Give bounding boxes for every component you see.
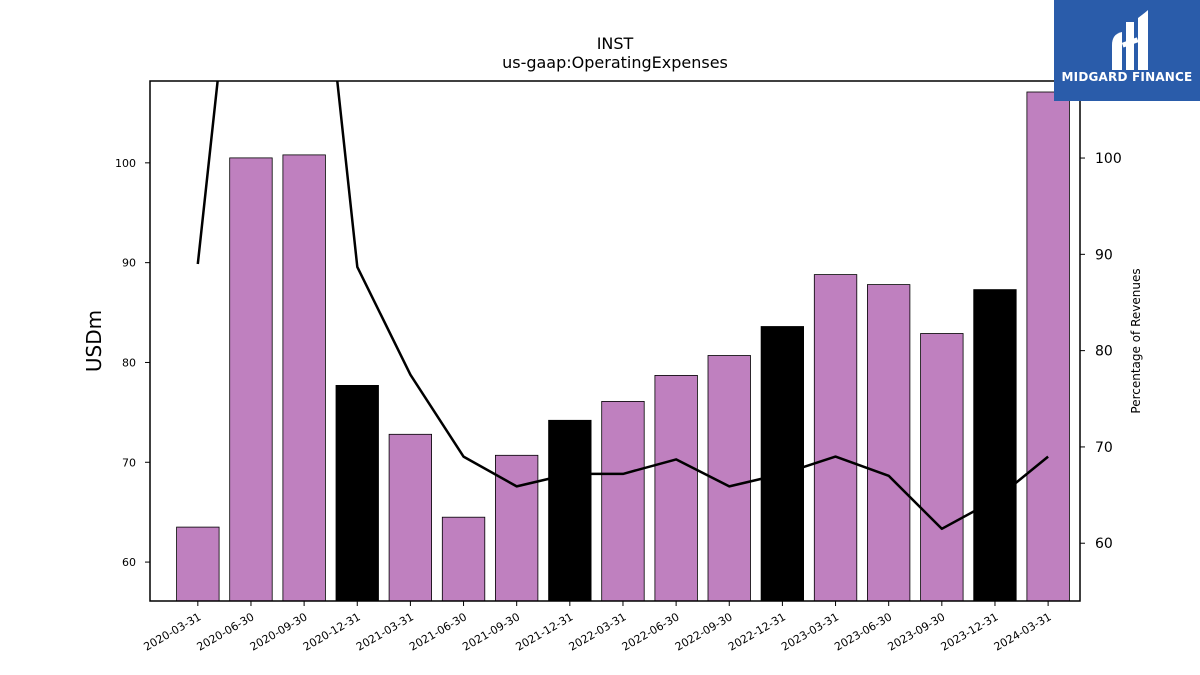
bar-2020-06-30	[229, 157, 273, 602]
x-tick-label: 2022-09-30	[673, 610, 735, 653]
x-tick-label: 2022-12-31	[726, 610, 788, 653]
x-tick-label: 2024-03-31	[992, 610, 1054, 653]
plot-frame	[149, 80, 1081, 602]
x-tick-label: 2023-12-31	[939, 610, 1001, 653]
bar-2021-03-31	[388, 433, 433, 602]
chart-title: INST	[597, 34, 634, 53]
brand-name: MIDGARD FINANCE	[1061, 70, 1193, 84]
x-tick-label: 2023-03-31	[779, 610, 841, 653]
bar-2023-09-30	[920, 333, 964, 602]
x-tick-label: 2021-09-30	[460, 610, 522, 653]
y-tick-label: 100	[115, 157, 136, 170]
bar-2023-06-30	[867, 284, 911, 602]
y2-tick-label: 70	[1095, 440, 1113, 456]
x-tick-label: 2021-03-31	[354, 610, 416, 653]
x-tick-label: 2023-06-30	[832, 610, 894, 653]
right-axis: 60 70 80 90 100	[1080, 151, 1122, 552]
y-tick-label: 90	[122, 257, 136, 270]
bar-2023-03-31	[813, 274, 858, 602]
y2-tick-label: 90	[1095, 247, 1113, 263]
x-axis: 2020-03-312020-06-302020-09-302020-12-31…	[141, 601, 1054, 654]
x-tick-label: 2021-12-31	[513, 610, 575, 653]
bar-group	[176, 91, 1070, 602]
x-tick-label: 2020-06-30	[195, 610, 257, 653]
x-tick-label: 2021-06-30	[407, 610, 469, 653]
bar-2020-09-30	[282, 154, 326, 602]
y2-tick-label: 60	[1095, 536, 1113, 552]
x-tick-label: 2020-09-30	[248, 610, 310, 653]
y2-tick-label: 100	[1095, 151, 1122, 167]
chart-subtitle: us-gaap:OperatingExpenses	[502, 53, 728, 72]
line-layer	[196, 81, 1049, 531]
brand-logo: MIDGARD FINANCE	[1054, 0, 1200, 101]
y2-axis-label: Percentage of Revenues	[1129, 268, 1143, 413]
x-tick-label: 2022-06-30	[620, 610, 682, 653]
left-axis: 60 70 80 90 100	[115, 157, 150, 569]
bar-2022-06-30	[654, 374, 698, 602]
bar-2023-12-31	[973, 289, 1017, 602]
x-tick-label: 2020-12-31	[301, 610, 363, 653]
percentage-line	[196, 81, 1049, 531]
x-tick-label: 2022-03-31	[567, 610, 629, 653]
bar-2022-12-31	[760, 326, 804, 602]
y2-tick-label: 80	[1095, 344, 1113, 360]
y-tick-label: 80	[122, 356, 136, 369]
bar-2021-06-30	[441, 516, 486, 602]
y-tick-label: 60	[122, 556, 136, 569]
logo-mark-icon	[1112, 10, 1148, 70]
bar-2021-12-31	[548, 419, 592, 602]
x-tick-label: 2023-09-30	[885, 610, 947, 653]
bar-2022-03-31	[601, 400, 645, 602]
bar-2024-03-31	[1026, 91, 1070, 602]
y-tick-label: 70	[122, 456, 136, 469]
x-tick-label: 2020-03-31	[141, 610, 203, 653]
y-axis-label: USDm	[82, 310, 106, 372]
bar-2020-12-31	[335, 384, 379, 602]
bar-2020-03-31	[176, 526, 220, 602]
